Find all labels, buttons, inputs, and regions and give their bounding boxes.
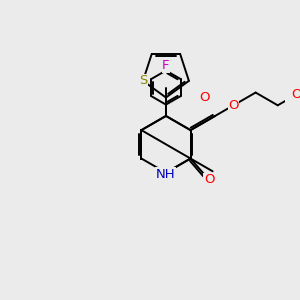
Text: S: S xyxy=(139,74,147,87)
Text: O: O xyxy=(228,99,239,112)
Text: O: O xyxy=(204,173,214,187)
Text: F: F xyxy=(162,59,170,72)
Text: O: O xyxy=(291,88,300,101)
Text: O: O xyxy=(199,91,210,104)
Text: NH: NH xyxy=(156,168,176,181)
